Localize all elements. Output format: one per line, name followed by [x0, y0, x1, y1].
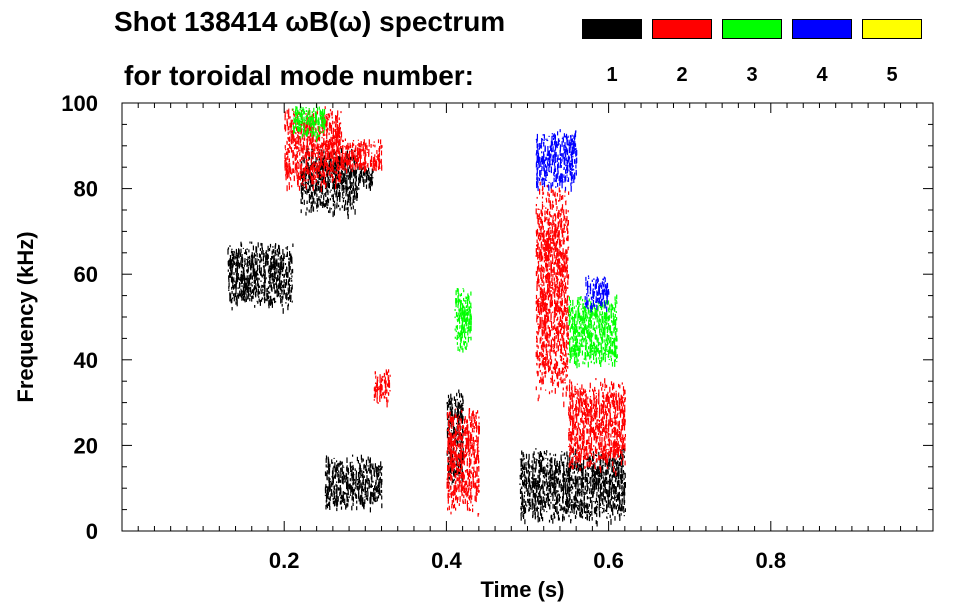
x-tick-label: 0.8: [756, 548, 787, 573]
mode-2-region-6: [568, 378, 626, 476]
mode-1-region-6: [519, 446, 626, 527]
mode-2-region-2: [341, 138, 383, 174]
mode-2-region-5: [535, 181, 570, 408]
axes: [121, 102, 934, 532]
legend-title: for toroidal mode number:: [124, 60, 474, 91]
legend-swatch-mode-5: [862, 19, 922, 39]
y-tick-label: 80: [74, 177, 98, 202]
legend-swatch-mode-4: [792, 19, 852, 39]
legend-label-mode-5: 5: [886, 64, 898, 86]
legend-swatch-mode-1: [582, 19, 642, 39]
mode-1-region-4: [324, 454, 383, 513]
legend-label-mode-2: 2: [676, 64, 688, 86]
mode-1-region-1: [227, 241, 294, 314]
mode-3-region-1: [292, 104, 326, 143]
y-tick-label: 100: [61, 91, 98, 116]
legend-swatch-mode-3: [722, 19, 782, 39]
spectrum-data: [227, 104, 626, 527]
legend-label-mode-1: 1: [606, 64, 618, 86]
chart-title: Shot 138414 ωB(ω) spectrum: [114, 6, 506, 37]
y-tick-label: 60: [74, 262, 98, 287]
y-tick-label: 40: [74, 348, 98, 373]
axis-labels: 0 20 40 60 80 100 0.2 0.4 0.6 0.8 Time (s) Frequenc…: [13, 91, 786, 602]
x-tick-label: 0.6: [593, 548, 624, 573]
mode-3-region-2: [454, 288, 472, 353]
y-tick-label: 20: [74, 433, 98, 458]
plot-frame: [121, 102, 934, 532]
y-tick-label: 0: [86, 519, 98, 544]
x-axis-label: Time (s): [481, 577, 565, 602]
y-axis-label: Frequency (kHz): [13, 231, 38, 402]
x-tick-label: 0.4: [431, 548, 462, 573]
mode-4-region-1: [535, 129, 578, 192]
mode-3-region-3: [568, 294, 618, 369]
mode-2-region-4: [446, 408, 480, 517]
mode-4-region-2: [584, 275, 610, 313]
mode-2-region-3: [373, 369, 391, 408]
legend-label-mode-3: 3: [746, 64, 758, 86]
legend-swatch-mode-2: [652, 19, 712, 39]
x-tick-label: 0.2: [269, 548, 300, 573]
legend-label-mode-4: 4: [816, 64, 828, 86]
